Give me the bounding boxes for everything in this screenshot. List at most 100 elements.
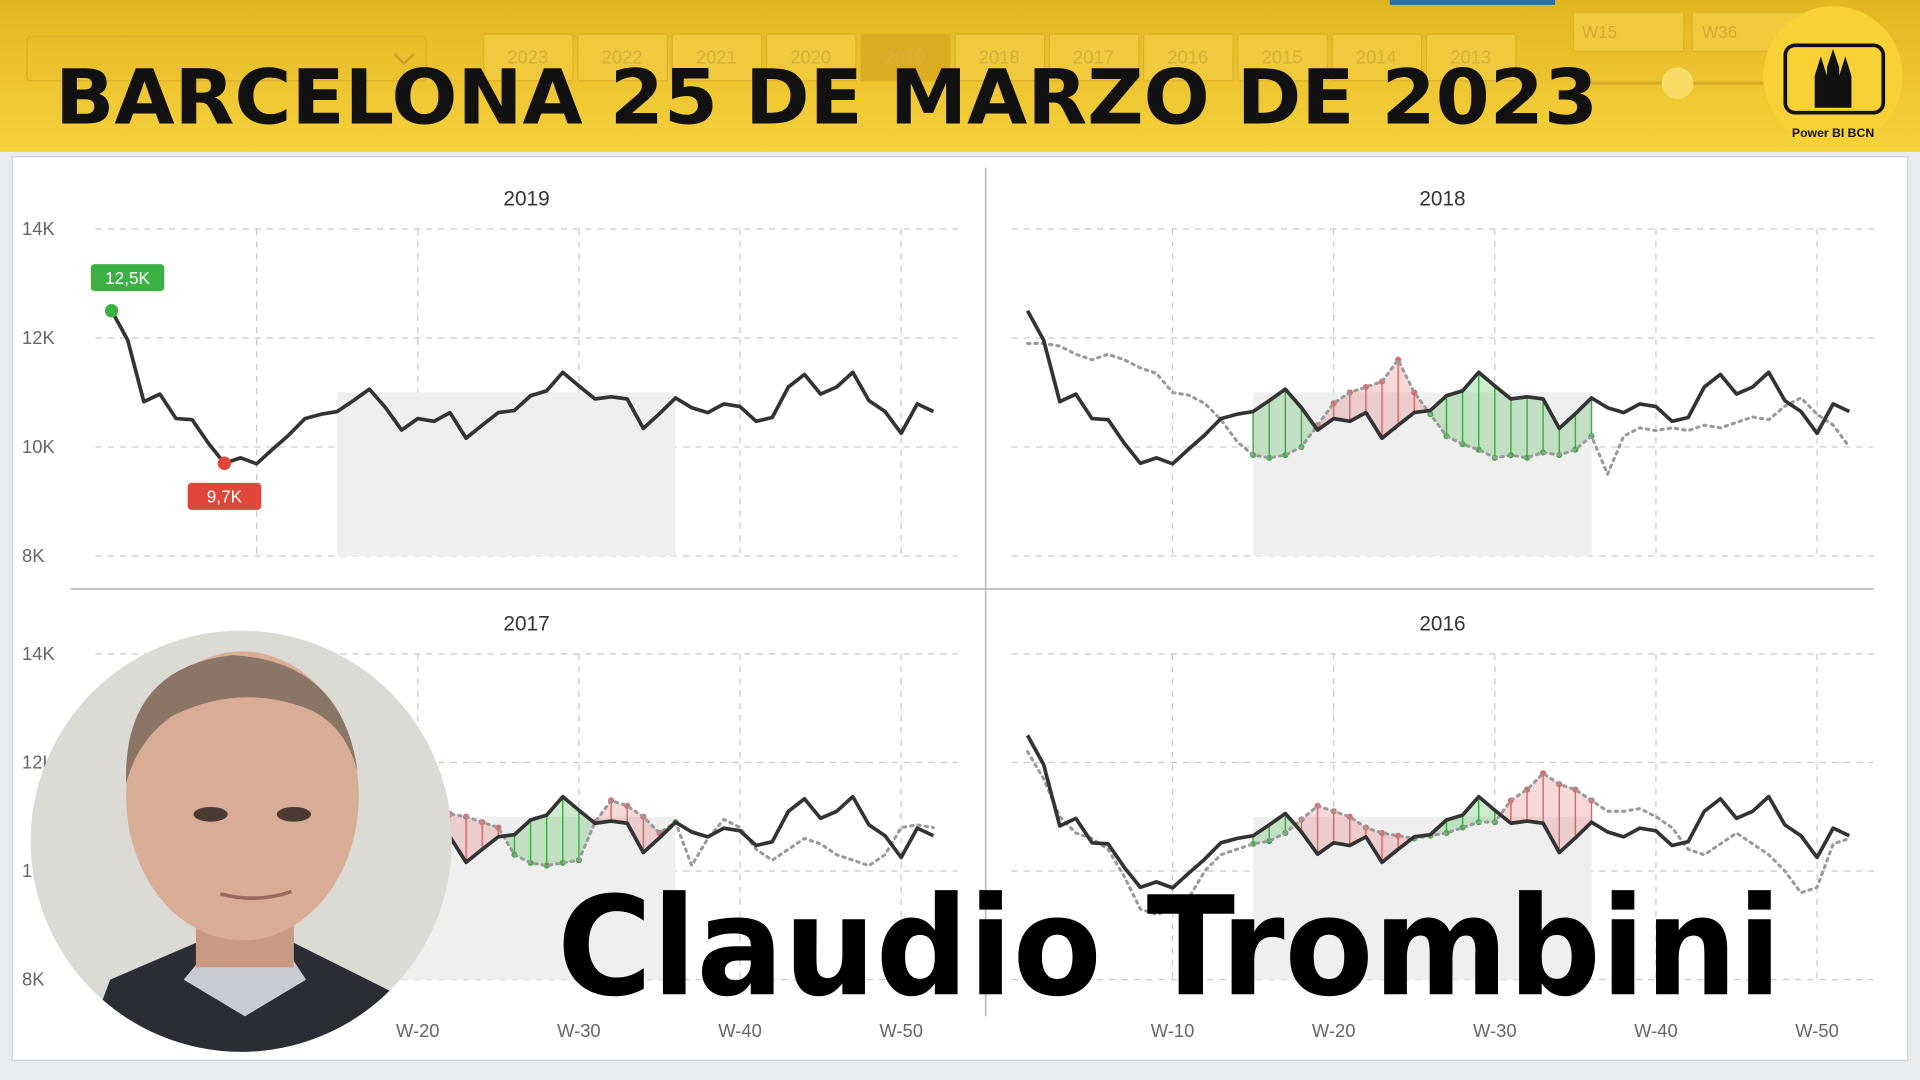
y-tick-label: 10K [22, 436, 55, 457]
difference-area [1301, 805, 1318, 855]
photo-hair [126, 655, 358, 784]
difference-area [1382, 359, 1399, 439]
difference-area [1301, 407, 1318, 447]
y-tick-label: 14K [22, 218, 55, 239]
year-label: 2019 [884, 47, 925, 68]
difference-area [482, 822, 499, 850]
difference-area [1382, 833, 1399, 863]
dropdown[interactable] [26, 36, 427, 82]
photo-eye [276, 806, 312, 822]
year-button[interactable] [1331, 33, 1423, 82]
y-tick-label: 14K [22, 643, 55, 664]
difference-area [449, 814, 467, 863]
series-line [1026, 341, 1851, 476]
difference-area [1559, 784, 1576, 853]
difference-area [1269, 389, 1286, 458]
presenter-name: Claudio Trombini [557, 868, 1781, 1027]
difference-area [643, 816, 660, 853]
annotation-point [217, 456, 232, 471]
y-tick-label: 12K [22, 327, 55, 348]
annotation-point [104, 303, 119, 318]
series-line [1025, 734, 1851, 890]
difference-area [627, 805, 644, 853]
logo-icon [1814, 48, 1852, 108]
difference-area [514, 819, 531, 863]
annotation-box [90, 264, 165, 292]
panel-title: 2018 [1419, 188, 1465, 211]
year-label: 2015 [1262, 47, 1303, 68]
year-label: 2017 [1073, 47, 1114, 68]
year-slicer: 2023 2022 2021 2020 2019 2018 2017 2016 2015 2014… [483, 33, 1517, 82]
panel-title: 2016 [1419, 613, 1465, 636]
year-label: 2016 [1167, 47, 1208, 68]
week-start: W15 [1582, 22, 1617, 42]
panel-title: 2017 [503, 613, 549, 636]
difference-area [1333, 811, 1350, 846]
difference-area [1446, 390, 1463, 445]
difference-area [1478, 796, 1495, 823]
year-button[interactable] [1048, 33, 1140, 82]
x-tick-label: W-30 [1473, 1020, 1517, 1041]
x-tick-label: W-50 [879, 1020, 923, 1041]
page-title: BARCELONA 25 DE MARZO DE 2023 [55, 54, 1598, 142]
series-line [1026, 750, 1851, 916]
top-tab [1389, 0, 1556, 5]
difference-area [530, 815, 547, 866]
x-tick-label: W-50 [1795, 1020, 1839, 1041]
difference-area [1478, 372, 1495, 458]
year-label: 2023 [507, 47, 548, 68]
difference-area [1462, 796, 1479, 828]
x-tick-label: W-20 [396, 1020, 440, 1041]
year-label: 2022 [602, 47, 643, 68]
x-tick-label: W-20 [1312, 1020, 1356, 1041]
year-button[interactable] [1425, 33, 1517, 82]
difference-area [611, 800, 628, 824]
series-line [1025, 309, 1851, 466]
logo-frame [1783, 43, 1886, 115]
small-multiples: 20198K10K12K14K12,5K9,7K201820178K10K12K… [22, 188, 1874, 1041]
year-button[interactable] [860, 33, 951, 82]
y-tick-label: 8K [22, 969, 45, 990]
difference-area [1398, 359, 1415, 426]
series-line [110, 309, 935, 466]
year-button[interactable] [1237, 33, 1328, 82]
difference-area [1253, 400, 1270, 458]
annotation-box [187, 482, 262, 510]
year-button[interactable] [954, 33, 1046, 82]
year-label: 2020 [790, 47, 831, 68]
year-button[interactable] [671, 33, 763, 82]
difference-area [1510, 789, 1528, 824]
difference-area [1510, 396, 1528, 458]
difference-area [1494, 385, 1511, 458]
year-button[interactable] [577, 33, 668, 82]
annotation-label: 12,5K [105, 268, 150, 288]
x-tick-label: W-10 [1151, 1020, 1195, 1041]
y-tick-label: 8K [22, 545, 45, 566]
difference-area [546, 796, 563, 866]
difference-area [1317, 403, 1334, 431]
year-button[interactable] [765, 33, 857, 82]
year-button[interactable] [483, 33, 574, 82]
highlight-band [337, 392, 676, 556]
difference-area [1317, 805, 1334, 855]
difference-area [1365, 381, 1383, 439]
photo-face [126, 651, 359, 941]
dropdown-arrow [393, 53, 415, 66]
difference-area [1527, 396, 1544, 458]
difference-area [1559, 413, 1576, 456]
difference-area [1462, 372, 1479, 450]
difference-area [1543, 773, 1560, 853]
difference-area [1430, 395, 1447, 437]
year-label: 2013 [1450, 47, 1491, 68]
year-button[interactable] [1143, 33, 1234, 82]
x-tick-label: W-40 [1634, 1020, 1678, 1041]
difference-area [578, 810, 596, 861]
year-label: 2018 [979, 47, 1020, 68]
annotation-label: 9,7K [207, 486, 243, 506]
x-tick-label: W-30 [557, 1020, 601, 1041]
week-start-box[interactable] [1572, 11, 1685, 53]
year-label: 2014 [1356, 47, 1397, 68]
logo-text: Power BI BCN [1792, 126, 1874, 140]
slider-handle[interactable] [1661, 67, 1694, 100]
